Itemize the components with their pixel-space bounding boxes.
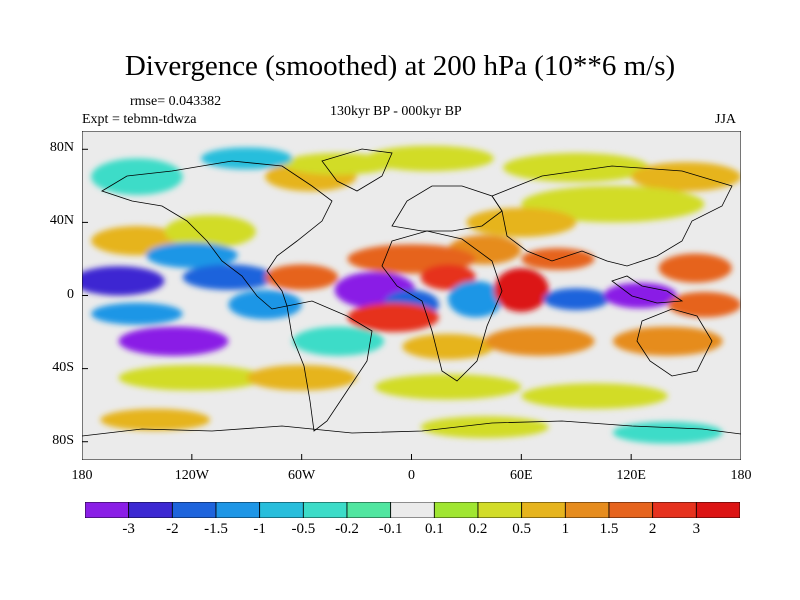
divergence-field xyxy=(82,145,741,444)
field-anomaly xyxy=(82,266,165,296)
field-anomaly xyxy=(484,326,595,356)
colorbar-swatch xyxy=(259,502,304,518)
field-anomaly xyxy=(631,162,741,192)
colorbar-label: 3 xyxy=(692,521,701,537)
field-anomaly xyxy=(118,326,229,356)
colorbar-swatch xyxy=(302,502,348,518)
field-anomaly xyxy=(228,290,302,320)
field-anomaly xyxy=(543,288,610,311)
colorbar-swatch xyxy=(346,502,392,518)
field-anomaly xyxy=(265,264,339,291)
coastlines xyxy=(82,148,741,437)
experiment-label: Expt = tebmn-tdwza xyxy=(82,112,197,127)
period-label: 130kyr BP - 000kyr BP xyxy=(330,104,462,119)
field-anomaly xyxy=(521,185,705,223)
field-anomaly xyxy=(603,282,677,309)
indonesia-coast xyxy=(611,275,684,304)
field-anomaly xyxy=(493,268,549,312)
colorbar-swatch xyxy=(608,502,654,518)
africa-coast xyxy=(381,230,503,382)
lon-tick-label: 120W xyxy=(174,468,209,483)
field-anomaly xyxy=(200,147,293,170)
colorbar-label: 0.2 xyxy=(468,521,488,537)
colorbar-label: 0.1 xyxy=(424,521,444,537)
field-anomaly xyxy=(658,253,732,283)
colorbar-label: -0.5 xyxy=(291,521,316,537)
field-anomaly xyxy=(612,421,723,444)
field-anomaly xyxy=(91,302,183,325)
asia-coast xyxy=(491,165,733,267)
field-anomaly xyxy=(182,264,275,291)
colorbar-swatch xyxy=(85,502,130,518)
colorbar-label: -1.5 xyxy=(204,521,228,537)
lat-tick-label: 0 xyxy=(67,286,74,302)
field-anomaly xyxy=(292,326,385,356)
lat-tick-label: 80N xyxy=(49,140,74,156)
field-anomaly xyxy=(100,408,211,431)
lon-tick-label: 120E xyxy=(616,468,646,483)
colorbar-label: -1 xyxy=(253,521,266,537)
lat-tick-label: 80S xyxy=(52,432,74,448)
field-anomaly xyxy=(365,145,494,172)
field-anomaly xyxy=(146,242,238,269)
lon-tick-label: 180 xyxy=(71,468,93,483)
season-label: JJA xyxy=(715,112,737,127)
field-anomaly xyxy=(448,280,504,318)
divergence-map xyxy=(82,131,741,460)
field-anomaly xyxy=(164,215,256,248)
colorbar-swatch xyxy=(215,502,261,518)
field-anomaly xyxy=(420,416,549,439)
colorbar-swatch xyxy=(477,502,523,518)
lon-tick-label: 60E xyxy=(510,468,533,483)
plot-title: Divergence (smoothed) at 200 hPa (10**6 … xyxy=(124,50,676,82)
colorbar-swatch xyxy=(695,502,740,518)
colorbar-swatch xyxy=(390,502,435,518)
axis-ticks xyxy=(82,148,741,460)
colorbar-label: 0.5 xyxy=(512,521,532,537)
colorbar-label: 1.5 xyxy=(599,521,619,537)
field-anomaly xyxy=(521,383,668,409)
colorbar-label: -3 xyxy=(122,521,135,537)
lon-tick-label: 60W xyxy=(288,468,316,483)
field-anomaly xyxy=(283,152,394,175)
colorbar-label: 2 xyxy=(648,521,657,537)
colorbar xyxy=(85,502,740,518)
colorbar-swatch xyxy=(564,502,610,518)
antarctica-coast xyxy=(82,420,741,437)
colorbar-swatch xyxy=(521,502,566,518)
colorbar-swatch xyxy=(128,502,173,518)
north-america-coast xyxy=(101,160,333,310)
field-anomaly xyxy=(246,364,357,391)
field-anomaly xyxy=(374,374,522,400)
field-anomaly xyxy=(91,158,183,195)
field-anomaly xyxy=(402,333,494,360)
australia-coast xyxy=(636,308,713,377)
field-anomaly xyxy=(667,291,741,318)
lat-tick-label: 40N xyxy=(49,213,74,229)
field-anomaly xyxy=(503,152,650,183)
lon-tick-label: 0 xyxy=(408,468,415,483)
greenland-coast xyxy=(321,148,393,192)
colorbar-label: -0.1 xyxy=(378,521,403,537)
field-anomaly xyxy=(466,207,577,238)
colorbar-label: -0.2 xyxy=(335,521,359,537)
south-america-coast xyxy=(286,300,373,432)
colorbar-swatch xyxy=(652,502,697,518)
colorbar-swatch xyxy=(433,502,479,518)
colorbar-label: -2 xyxy=(166,521,179,537)
lat-tick-label: 40S xyxy=(52,359,74,375)
colorbar-swatch xyxy=(171,502,217,518)
colorbar-label: 1 xyxy=(561,521,570,537)
field-anomaly xyxy=(347,302,439,333)
lon-tick-label: 180 xyxy=(730,468,752,483)
rmse-label: rmse= 0.043382 xyxy=(130,94,222,109)
field-anomaly xyxy=(118,364,266,391)
field-anomaly xyxy=(612,326,723,356)
